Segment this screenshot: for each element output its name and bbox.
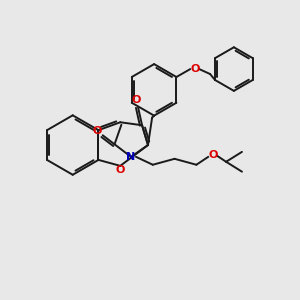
Text: N: N [126,152,136,162]
Text: O: O [116,165,125,175]
Text: O: O [208,150,218,160]
Text: O: O [131,95,141,106]
Text: O: O [190,64,200,74]
Text: O: O [92,126,102,136]
